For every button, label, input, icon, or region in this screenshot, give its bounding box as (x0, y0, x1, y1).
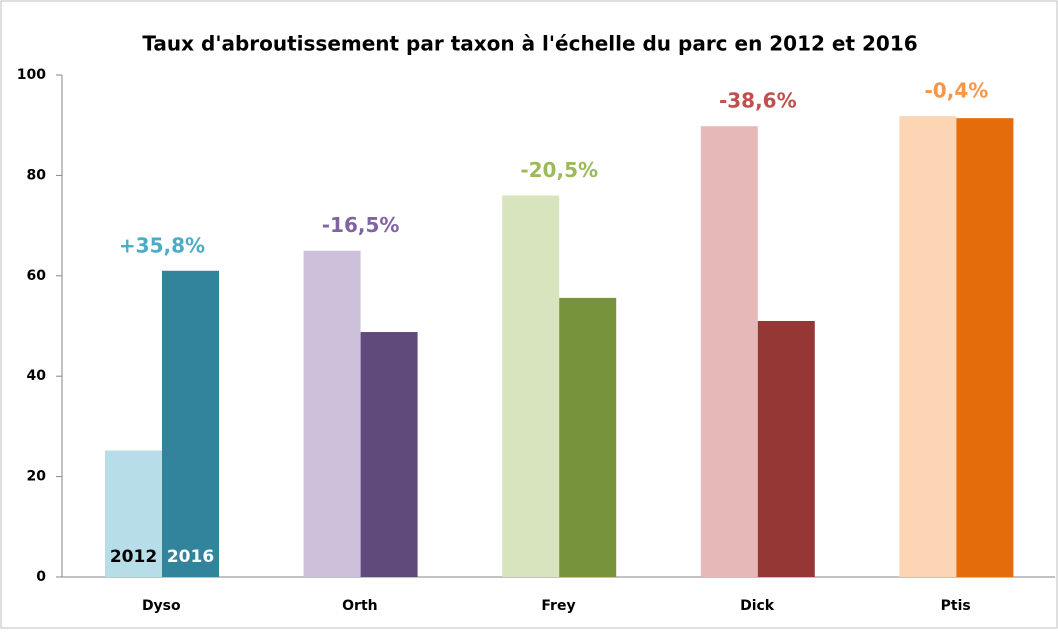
annotation: -16,5% (322, 213, 400, 237)
series-label: 2016 (167, 547, 214, 567)
annotation: -38,6% (719, 89, 797, 113)
series-label: 2012 (110, 547, 157, 567)
bar (162, 270, 219, 577)
bar (360, 332, 418, 577)
bar (956, 118, 1014, 577)
x-tick-label: Orth (342, 598, 377, 614)
bar (303, 250, 361, 577)
bar (559, 297, 617, 577)
x-tick-label: Ptis (941, 598, 971, 614)
annotation: -0,4% (925, 79, 989, 103)
y-tick-label: 80 (27, 167, 47, 183)
x-tick-label: Dyso (142, 598, 181, 614)
bar (700, 126, 758, 577)
x-tick-label: Frey (541, 598, 575, 614)
y-tick-label: 100 (17, 67, 46, 83)
y-tick-label: 60 (27, 268, 47, 284)
bar (502, 195, 560, 578)
annotation: +35,8% (119, 233, 205, 257)
bar (899, 116, 957, 577)
chart-title: Taux d'abroutissement par taxon à l'éche… (142, 32, 917, 56)
x-tick-label: Dick (740, 598, 775, 614)
y-tick-label: 20 (27, 469, 47, 485)
y-tick-label: 40 (27, 368, 47, 384)
bar (105, 450, 162, 577)
annotation: -20,5% (520, 158, 598, 182)
bar (757, 320, 815, 577)
y-tick-label: 0 (36, 569, 46, 585)
